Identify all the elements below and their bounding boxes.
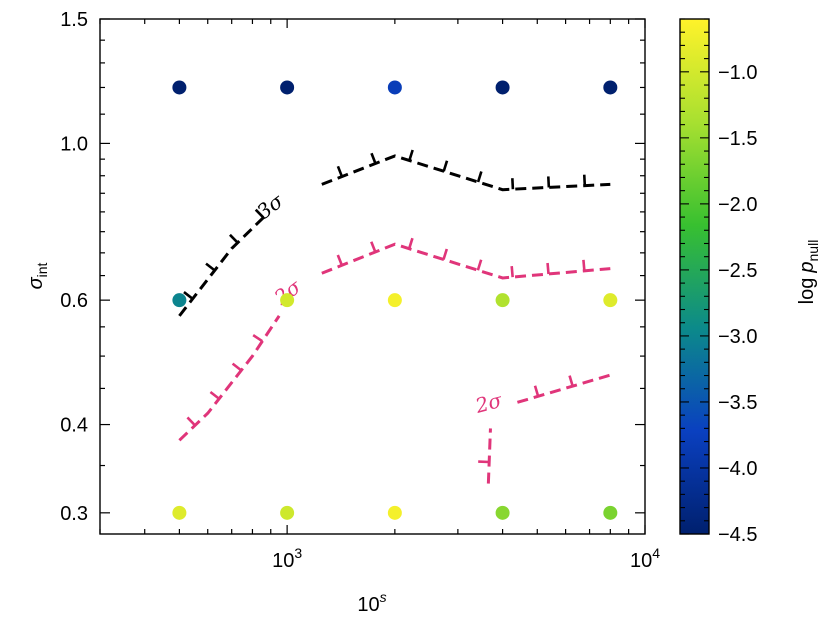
x-tick-label: 103	[272, 545, 302, 572]
colorbar-tick-label: −2.5	[718, 260, 757, 282]
colorbar-label-sub: null	[805, 240, 821, 262]
contour-tick	[533, 385, 540, 397]
y-tick-label: 0.4	[60, 415, 88, 437]
contour-tick	[231, 362, 243, 372]
plot-frame	[99, 18, 646, 535]
contour-tick	[476, 259, 483, 271]
contour-tick	[442, 160, 449, 172]
data-point	[603, 293, 618, 308]
contour-label: 2σ	[472, 387, 506, 418]
contour-tick	[408, 149, 414, 161]
contour-tick	[336, 254, 344, 266]
contour-tick	[582, 174, 587, 186]
colorbar-tick-label: −1.0	[718, 62, 757, 84]
contour-line	[178, 212, 269, 317]
data-point	[280, 293, 295, 308]
colorbar-tick-label: −3.0	[718, 326, 757, 348]
colorbar-label-main: log	[796, 278, 818, 305]
y-tick-label: 1.5	[60, 9, 88, 31]
colorbar-tick-label: −1.5	[718, 128, 757, 150]
contour-tick	[442, 248, 449, 260]
contour-line	[486, 428, 492, 484]
scatter-points	[172, 80, 618, 520]
colorbar-tick-label: −4.0	[718, 458, 757, 480]
x-axis-ticks: 103 104	[99, 19, 660, 572]
data-point	[387, 505, 402, 520]
y-tick-label: 0.3	[60, 503, 88, 525]
data-point	[387, 293, 402, 308]
contour-tick	[510, 266, 514, 278]
x-axis-label-base: 10	[357, 594, 379, 616]
contour-line	[321, 154, 611, 192]
contour-tick	[546, 262, 550, 275]
contour-tick	[568, 375, 574, 387]
colorbar-gradient	[679, 18, 710, 535]
data-point	[172, 80, 187, 95]
colorbar-tick-label: −4.5	[718, 524, 757, 546]
colorbar-tick-label: −3.5	[718, 392, 757, 414]
x-axis-label-sup: s	[380, 589, 387, 605]
data-point	[495, 293, 510, 308]
x-axis-label: 10s	[357, 589, 386, 616]
contour-line	[321, 242, 611, 280]
contour-tick	[229, 233, 239, 244]
contour-line	[178, 315, 281, 442]
colorbar-tick-label: −2.0	[718, 194, 757, 216]
y-axis-label-sub: int	[34, 262, 50, 277]
data-point	[172, 505, 187, 520]
y-axis-label: σint	[25, 262, 50, 289]
x-tick-label: 104	[630, 545, 660, 572]
contour-tick	[547, 176, 551, 188]
y-axis-ticks: 0.3 0.4 0.6 1.0 1.5	[60, 9, 645, 525]
colorbar-label-p: p	[796, 261, 818, 273]
colorbar-ticks: −1.0 −1.5 −2.0 −2.5 −3.0 −3.5 −4.0 −4.5	[680, 18, 757, 546]
contour-label: 3σ	[252, 188, 289, 224]
data-point	[280, 80, 295, 95]
contour-tick	[511, 178, 515, 190]
contour-tick	[186, 416, 196, 427]
data-point	[280, 505, 295, 520]
data-point	[603, 80, 618, 95]
data-point	[495, 505, 510, 520]
data-point	[603, 505, 618, 520]
contour-tick	[370, 152, 377, 164]
contour-tick	[252, 334, 264, 343]
data-point	[387, 80, 402, 95]
colorbar: −1.0 −1.5 −2.0 −2.5 −3.0 −3.5 −4.0 −4.5 log pnul…	[679, 18, 821, 546]
contour-line	[516, 373, 611, 404]
data-point	[495, 80, 510, 95]
contour-tick	[209, 390, 220, 400]
data-point	[172, 293, 187, 308]
y-tick-label: 0.6	[60, 290, 88, 312]
contour-tick	[476, 171, 483, 183]
contour-3sigma: 3σ	[178, 149, 611, 317]
colorbar-label: log pnull	[796, 240, 821, 305]
contour-tick	[407, 237, 414, 250]
contour-tick	[205, 262, 216, 272]
contour-tick	[183, 291, 194, 300]
contour-tick	[336, 165, 344, 178]
y-axis-label-main: σ	[25, 276, 47, 289]
contour-tick	[370, 241, 377, 253]
contour-tick	[582, 259, 586, 271]
y-tick-label: 1.0	[60, 133, 88, 155]
contour-tick	[254, 208, 265, 219]
